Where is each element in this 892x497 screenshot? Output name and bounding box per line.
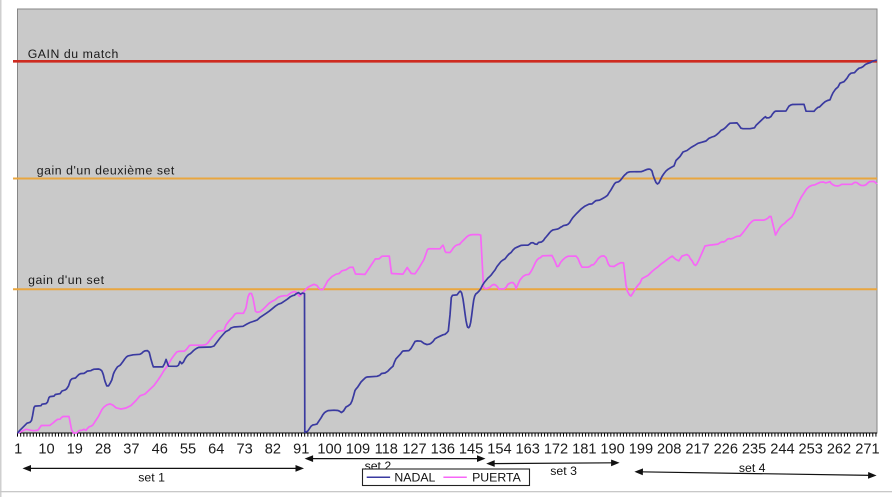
svg-text:145: 145 — [459, 442, 483, 458]
svg-text:127: 127 — [402, 442, 426, 458]
svg-text:10: 10 — [38, 442, 54, 458]
svg-text:set 4: set 4 — [739, 461, 766, 475]
svg-text:163: 163 — [516, 442, 540, 458]
svg-text:244: 244 — [770, 442, 794, 458]
svg-text:253: 253 — [799, 442, 823, 458]
svg-text:181: 181 — [572, 442, 596, 458]
svg-text:235: 235 — [742, 442, 766, 458]
svg-text:GAIN du match: GAIN du match — [28, 47, 119, 61]
svg-text:73: 73 — [236, 442, 252, 458]
svg-text:154: 154 — [487, 442, 511, 458]
svg-text:199: 199 — [629, 442, 653, 458]
svg-text:37: 37 — [123, 442, 139, 458]
svg-text:109: 109 — [346, 442, 370, 458]
svg-text:19: 19 — [67, 442, 83, 458]
svg-text:gain d'un set: gain d'un set — [28, 273, 105, 287]
svg-text:262: 262 — [827, 442, 851, 458]
svg-text:217: 217 — [685, 442, 709, 458]
svg-text:set 3: set 3 — [550, 464, 577, 478]
svg-text:208: 208 — [657, 442, 681, 458]
svg-text:91: 91 — [293, 442, 309, 458]
svg-text:set 1: set 1 — [138, 471, 165, 485]
svg-text:46: 46 — [152, 442, 168, 458]
svg-text:28: 28 — [95, 442, 111, 458]
svg-text:1: 1 — [14, 442, 22, 458]
svg-text:271: 271 — [855, 442, 879, 458]
svg-text:190: 190 — [600, 442, 624, 458]
svg-text:136: 136 — [431, 442, 455, 458]
svg-text:118: 118 — [375, 442, 398, 458]
svg-text:82: 82 — [265, 442, 281, 458]
svg-text:64: 64 — [208, 442, 224, 458]
svg-text:55: 55 — [180, 442, 196, 458]
svg-text:NADAL: NADAL — [394, 470, 435, 484]
svg-text:gain d'un deuxième set: gain d'un deuxième set — [37, 164, 175, 178]
svg-text:172: 172 — [544, 442, 568, 458]
svg-text:226: 226 — [714, 442, 738, 458]
svg-text:100: 100 — [317, 442, 341, 458]
svg-text:PUERTA: PUERTA — [472, 470, 522, 484]
